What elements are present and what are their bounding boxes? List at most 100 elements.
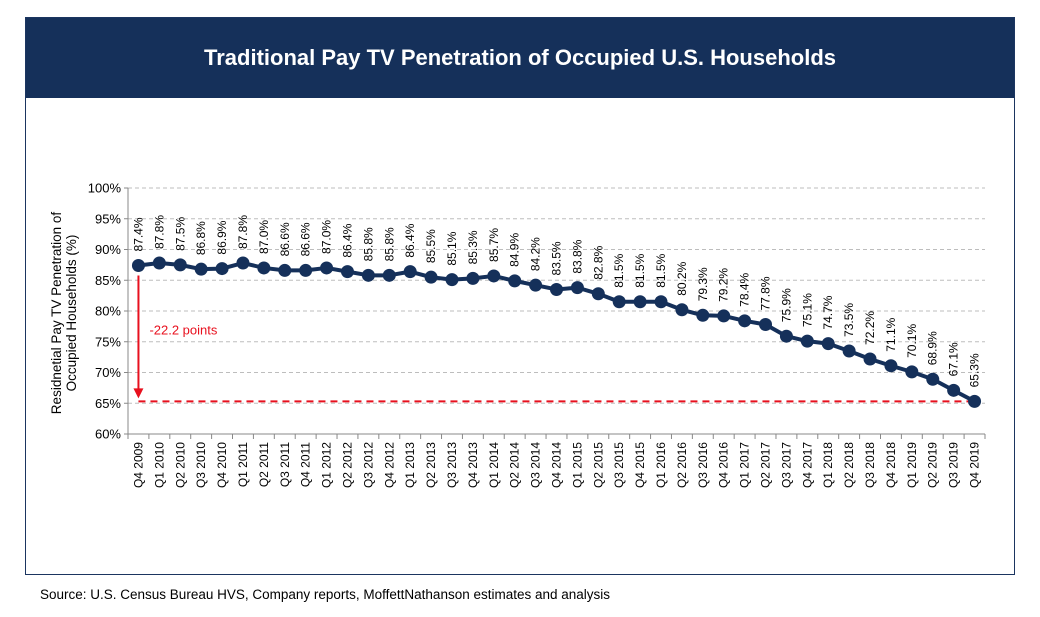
x-tick-label: Q4 2013 [466, 442, 480, 488]
x-tick-label: Q2 2015 [591, 442, 605, 488]
data-point [779, 329, 793, 343]
data-label: 84.9% [508, 233, 522, 267]
data-point [947, 383, 961, 397]
data-label: 72.2% [863, 311, 877, 345]
data-point [152, 256, 166, 270]
data-point [278, 263, 292, 277]
data-label: 67.1% [947, 342, 961, 376]
data-point [424, 270, 438, 284]
x-tick-label: Q1 2010 [152, 442, 166, 488]
annotation-label: -22.2 points [149, 322, 217, 337]
x-tick-label: Q2 2018 [842, 442, 856, 488]
data-point [445, 273, 459, 287]
x-tick-label: Q3 2017 [779, 442, 793, 488]
data-label: 74.7% [821, 295, 835, 329]
data-label: 86.9% [215, 220, 229, 254]
x-tick-label: Q4 2012 [382, 442, 396, 488]
x-tick-label: Q4 2017 [800, 442, 814, 488]
x-tick-label: Q1 2015 [570, 442, 584, 488]
data-point [968, 394, 982, 408]
data-label: 81.5% [612, 253, 626, 287]
data-point [821, 337, 835, 351]
y-tick-label: 95% [95, 211, 121, 226]
data-point [403, 265, 417, 279]
data-label: 71.1% [884, 317, 898, 351]
y-axis-title-line2: Occupied Households (%) [64, 235, 79, 392]
data-label: 70.1% [905, 324, 919, 358]
data-label: 85.8% [361, 227, 375, 261]
x-tick-label: Q4 2011 [299, 442, 313, 487]
data-point [257, 261, 271, 275]
x-tick-label: Q3 2012 [361, 442, 375, 488]
x-tick-label: Q3 2013 [445, 442, 459, 488]
data-point [173, 258, 187, 272]
x-tick-label: Q4 2016 [717, 442, 731, 488]
data-point [382, 268, 396, 282]
x-tick-label: Q3 2015 [612, 442, 626, 488]
data-label: 73.5% [842, 303, 856, 337]
x-tick-label: Q2 2019 [926, 442, 940, 488]
x-tick-label: Q3 2011 [278, 442, 292, 487]
y-tick-label: 70% [95, 365, 121, 380]
x-tick-label: Q2 2016 [675, 442, 689, 488]
data-point [570, 281, 584, 295]
x-tick-label: Q1 2011 [236, 442, 250, 487]
data-point [529, 278, 543, 292]
x-tick-label: Q2 2012 [340, 442, 354, 488]
data-label: 68.9% [926, 331, 940, 365]
x-tick-label: Q2 2014 [508, 442, 522, 488]
y-tick-label: 75% [95, 334, 121, 349]
data-point [905, 365, 919, 379]
data-label: 87.4% [131, 217, 145, 251]
data-label: 78.4% [738, 272, 752, 306]
data-point [194, 262, 208, 276]
data-label: 81.5% [633, 253, 647, 287]
data-label: 87.5% [173, 217, 187, 251]
data-label: 87.8% [152, 215, 166, 249]
data-point [675, 303, 689, 317]
data-label: 83.5% [550, 241, 564, 275]
annotation-arrow-head [133, 388, 144, 399]
data-point [717, 309, 731, 323]
data-label: 86.8% [194, 221, 208, 255]
data-point [926, 372, 940, 386]
y-tick-label: 100% [88, 181, 122, 196]
data-label: 80.2% [675, 261, 689, 295]
x-tick-label: Q3 2018 [863, 442, 877, 488]
data-point [696, 308, 710, 322]
data-label: 85.3% [466, 230, 480, 264]
data-label: 81.5% [654, 253, 668, 287]
data-point [340, 265, 354, 279]
data-label: 87.8% [236, 215, 250, 249]
x-tick-label: Q3 2016 [696, 442, 710, 488]
x-tick-label: Q4 2015 [633, 442, 647, 488]
data-label: 82.8% [591, 245, 605, 279]
x-tick-label: Q2 2010 [173, 442, 187, 488]
data-point [361, 268, 375, 282]
x-tick-label: Q3 2019 [947, 442, 961, 488]
data-point [884, 359, 898, 373]
data-label: 75.1% [800, 293, 814, 327]
data-label: 85.7% [487, 228, 501, 262]
x-tick-label: Q3 2010 [194, 442, 208, 488]
data-label: 65.3% [968, 353, 982, 387]
x-tick-label: Q1 2016 [654, 442, 668, 488]
y-axis-title-line1: Residnetial Pay TV Penetration of [49, 212, 64, 415]
data-point [863, 352, 877, 366]
x-tick-label: Q1 2013 [403, 442, 417, 488]
y-tick-label: 90% [95, 242, 121, 257]
data-label: 86.6% [278, 222, 292, 256]
y-tick-label: 65% [95, 396, 121, 411]
data-label: 84.2% [529, 237, 543, 271]
data-point [320, 261, 334, 275]
data-point [612, 295, 626, 309]
data-point [299, 263, 313, 277]
data-label: 85.8% [382, 227, 396, 261]
data-point [487, 269, 501, 283]
data-label: 86.4% [403, 223, 417, 257]
data-point [759, 318, 773, 332]
data-point [800, 334, 814, 348]
data-label: 75.9% [779, 288, 793, 322]
x-tick-label: Q3 2014 [529, 442, 543, 488]
